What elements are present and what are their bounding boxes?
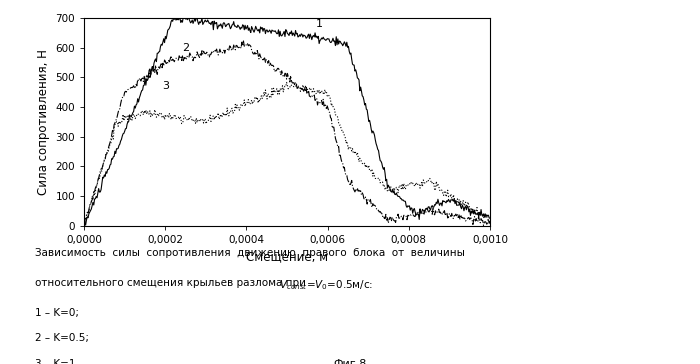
Text: 1 – K=0;: 1 – K=0;	[35, 308, 79, 317]
Y-axis label: Сила сопротивления, Н: Сила сопротивления, Н	[37, 49, 50, 195]
Text: относительного смещения крыльев разлома при: относительного смещения крыльев разлома …	[35, 278, 309, 288]
Text: 1: 1	[316, 19, 323, 29]
Text: Фиг.8: Фиг.8	[333, 359, 367, 364]
Text: 3: 3	[162, 82, 169, 91]
Text: 2 – K=0.5;: 2 – K=0.5;	[35, 333, 89, 343]
Text: 3 – K=1.: 3 – K=1.	[35, 359, 79, 364]
X-axis label: Смещение, м: Смещение, м	[246, 250, 328, 263]
Text: 2: 2	[182, 43, 189, 53]
Text: Зависимость  силы  сопротивления  движению  правого  блока  от  величины: Зависимость силы сопротивления движению …	[35, 248, 465, 257]
Text: $V_{const}$=$V_0$=0.5м/с:: $V_{const}$=$V_0$=0.5м/с:	[279, 278, 373, 292]
